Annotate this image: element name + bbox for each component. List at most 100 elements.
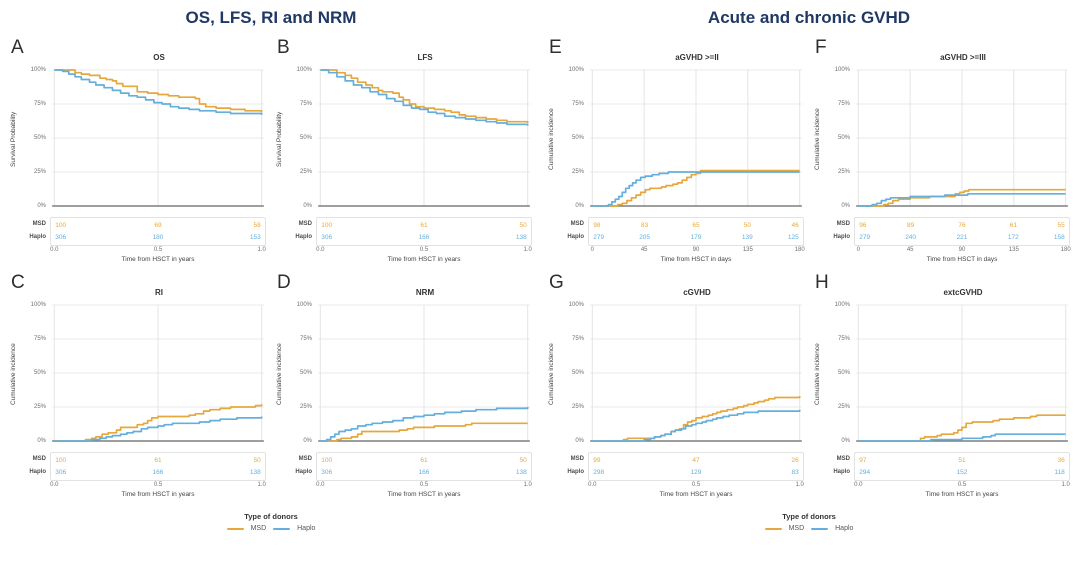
section-title-survival: OS, LFS, RI and NRM (185, 8, 357, 27)
haplo-line-swatch-icon (811, 527, 829, 530)
risk-value: 179 (690, 234, 702, 241)
risk-value: 166 (418, 469, 430, 476)
risk-value: 65 (692, 222, 700, 229)
risk-row-label-MSD: MSD (570, 456, 584, 462)
risk-row-label-MSD: MSD (836, 221, 850, 227)
section-survival: OS, LFS, RI and NRM A OS Survival Probabil… (10, 8, 532, 532)
series-curve-Haplo (54, 417, 261, 442)
risk-value: 50 (743, 222, 751, 229)
haplo-line-swatch-icon (273, 527, 291, 530)
risk-value: 50 (519, 222, 527, 229)
risk-row-label-Haplo: Haplo (567, 234, 584, 240)
y-tick-label: 50% (299, 370, 312, 376)
risk-table: 100 61 50 306 166 138 (316, 217, 532, 246)
x-tick-label: 1.0 (1061, 482, 1070, 488)
legend-label-haplo: Haplo (835, 525, 854, 532)
panel-title: cGVHD (683, 288, 711, 297)
risk-value: 61 (154, 457, 162, 464)
panel-letter: G (549, 272, 564, 293)
series-curve-Haplo (858, 194, 1065, 206)
risk-value: 138 (515, 234, 527, 241)
risk-value: 50 (253, 457, 261, 464)
plot-area (854, 64, 1070, 214)
x-tick-label: 45 (906, 247, 914, 253)
plot-svg-D (316, 299, 532, 449)
plot-svg-G (588, 299, 804, 449)
x-axis-label: Time from HSCT in years (387, 491, 461, 498)
risk-value: 97 (859, 457, 867, 464)
msd-line-swatch-icon (764, 527, 782, 530)
risk-row-label-Haplo: Haplo (295, 469, 312, 475)
y-tick-label: 75% (299, 101, 312, 107)
y-tick-label: 0% (841, 203, 850, 209)
risk-value: 100 (55, 457, 67, 464)
panel-title: OS (153, 53, 165, 62)
risk-row-label-Haplo: Haplo (29, 469, 46, 475)
y-tick-label: 75% (33, 101, 46, 107)
panel-D: D NRM Cumulative incidence 0% 25% 50% 75% 100% M… (276, 272, 532, 502)
risk-table-row-labels: MSD Haplo (286, 214, 316, 246)
risk-value: 61 (420, 222, 428, 229)
x-tick-label: 0.0 (588, 482, 597, 488)
series-curve-MSD (858, 415, 1065, 441)
x-tick-label: 0.0 (316, 482, 325, 488)
risk-value: 76 (958, 222, 966, 229)
x-axis-label: Time from HSCT in years (659, 491, 733, 498)
risk-value: 61 (420, 457, 428, 464)
panel-chart: Cumulative incidence 0% 25% 50% 75% 100% MSD Ha… (548, 64, 805, 267)
x-axis-label: Time from HSCT in years (121, 491, 195, 498)
legend-title: Type of donors (782, 512, 836, 521)
y-tick-label: 0% (303, 203, 312, 209)
panel-title: LFS (417, 53, 433, 62)
x-tick-label: 0.0 (316, 247, 325, 253)
x-axis-ticks: 0.0 0.5 1.0 (316, 246, 532, 256)
y-axis-ticks: 0% 25% 50% 75% 100% (824, 64, 854, 214)
risk-table-row: 306 180 153 (51, 231, 265, 244)
risk-value: 98 (593, 222, 601, 229)
legend-title: Type of donors (244, 512, 298, 521)
y-tick-label: 75% (837, 101, 850, 107)
plot-area (588, 64, 804, 214)
y-tick-label: 0% (841, 438, 850, 444)
x-axis-ticks: 0 45 90 135 180 (588, 246, 805, 256)
panel-title: NRM (415, 288, 435, 297)
risk-table-row: 100 61 50 (51, 454, 265, 467)
y-tick-label: 50% (837, 135, 850, 141)
risk-table-row: 298 129 83 (589, 466, 803, 479)
x-tick-label: 0.0 (50, 247, 59, 253)
risk-value: 306 (321, 234, 333, 241)
x-tick-label: 0.5 (691, 482, 701, 488)
series-curve-MSD (54, 70, 261, 112)
x-tick-label: 0.5 (419, 247, 429, 253)
risk-value: 61 (1009, 222, 1017, 229)
plot-area (50, 299, 266, 449)
y-tick-label: 50% (571, 135, 584, 141)
risk-table-row: 96 89 76 61 55 (855, 219, 1069, 232)
x-tick-label: 1.0 (257, 247, 266, 253)
risk-row-label-MSD: MSD (836, 456, 850, 462)
risk-value: 306 (321, 469, 333, 476)
y-tick-label: 100% (568, 302, 584, 308)
risk-table: 96 89 76 61 55 279 240 221 172 158 (854, 217, 1070, 246)
risk-row-label-MSD: MSD (298, 221, 312, 227)
risk-value: 55 (1057, 222, 1065, 229)
panel-letter: B (277, 37, 290, 58)
y-tick-label: 75% (837, 336, 850, 342)
risk-table: 98 83 65 50 46 279 205 179 139 125 (588, 217, 804, 246)
plot-area (316, 299, 532, 449)
series-curve-MSD (54, 404, 261, 441)
risk-value: 118 (1054, 469, 1065, 476)
risk-table-row: 306 166 138 (317, 231, 531, 244)
x-axis-label: Time from HSCT in years (387, 256, 461, 263)
legend-items: MSD Haplo (548, 525, 1070, 532)
plot-area (588, 299, 804, 449)
x-axis-ticks: 0.0 0.5 1.0 (50, 481, 266, 491)
y-tick-label: 75% (571, 101, 584, 107)
risk-table-row: 100 69 58 (51, 219, 265, 232)
y-tick-label: 100% (30, 302, 46, 308)
panel-C: C RI Cumulative incidence 0% 25% 50% 75% 100% MS… (10, 272, 266, 502)
section-title-gvhd: Acute and chronic GVHD (707, 8, 911, 27)
y-tick-label: 25% (299, 169, 312, 175)
y-axis-ticks: 0% 25% 50% 75% 100% (20, 64, 50, 214)
